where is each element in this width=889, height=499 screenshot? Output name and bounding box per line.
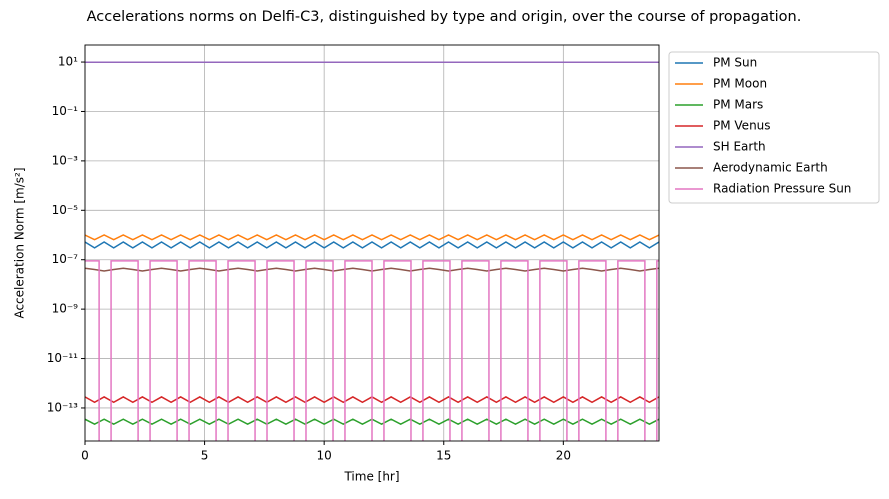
series-line [85,234,659,241]
legend-label: SH Earth [713,140,766,154]
series-line [85,241,659,249]
plot-lines [85,61,659,441]
legend-label: Radiation Pressure Sun [713,182,851,196]
x-tick-label: 15 [436,449,451,463]
y-tick-label: 10⁻³ [52,153,79,167]
legend-label: PM Sun [713,56,757,70]
legend-label: PM Venus [713,119,771,133]
y-tick-label: 10⁻¹¹ [47,351,78,365]
legend-label: Aerodynamic Earth [713,161,828,175]
y-tick-label: 10⁻⁵ [52,203,79,217]
x-axis-label: Time [hr] [343,470,399,484]
x-tick-label: 20 [556,449,571,463]
y-tick-label: 10⁻⁹ [52,302,79,316]
legend-label: PM Moon [713,77,767,91]
x-tick-label: 0 [81,449,89,463]
x-tick-label: 10 [317,449,332,463]
legend-label: PM Mars [713,98,763,112]
y-axis-label: Acceleration Norm [m/s²] [13,167,27,318]
y-tick-label: 10⁻¹³ [47,400,78,414]
y-tick-label: 10¹ [58,55,78,69]
y-tick-label: 10⁻¹ [52,104,79,118]
series-line [85,260,659,441]
chart-title: Accelerations norms on Delfi-C3, disting… [87,9,802,25]
plot-frame [84,44,660,442]
y-tick-label: 10⁻⁷ [52,252,79,266]
legend [668,51,880,204]
x-tick-label: 5 [201,449,209,463]
